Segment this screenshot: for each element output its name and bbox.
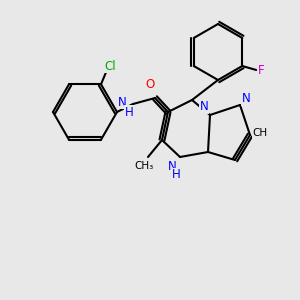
Text: N: N	[168, 160, 176, 172]
Text: Cl: Cl	[104, 60, 116, 73]
Text: H: H	[124, 106, 134, 118]
Text: CH: CH	[252, 128, 268, 138]
Text: F: F	[258, 64, 265, 76]
Text: N: N	[118, 95, 127, 109]
Text: H: H	[172, 169, 180, 182]
Text: CH₃: CH₃	[134, 161, 154, 171]
Text: N: N	[200, 100, 208, 113]
Text: O: O	[146, 79, 154, 92]
Text: N: N	[242, 92, 250, 106]
